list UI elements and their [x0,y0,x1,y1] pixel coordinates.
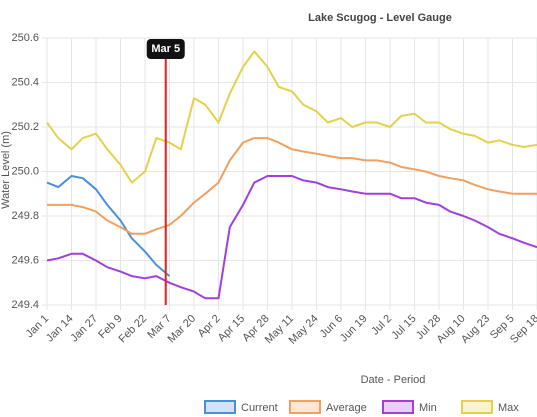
x-tick-label: Apr 15 [216,313,247,344]
y-tick-label: 249.6 [11,254,39,266]
x-tick-label: Jun 19 [338,313,370,345]
x-tick-label: Mar 20 [165,313,198,346]
y-tick-label: 250.0 [11,165,39,177]
legend-label: Current [241,402,278,414]
marker-tooltip [146,39,185,59]
y-tick-label: 249.8 [11,210,39,222]
legend-label: Max [498,402,519,414]
line [46,175,171,277]
y-tick-label: 250.2 [11,121,39,133]
legend-swatch [461,400,493,414]
y-tick-label: 250.4 [11,76,39,88]
y-tick-label: 250.6 [11,32,39,44]
y-tick-label: 249.4 [11,299,39,311]
line [46,175,537,300]
x-tick-label: Jan 27 [68,313,100,345]
line [47,137,537,235]
y-axis-label: Water Level (m) [0,131,12,209]
line [46,50,537,184]
x-tick-label: Feb 22 [116,313,149,346]
legend-swatch [382,400,414,414]
legend-swatch [289,400,321,414]
legend-swatch [204,400,236,414]
marker-label: Mar 5 [151,43,180,55]
legend-label: Min [419,402,437,414]
chart-title: Lake Scugog - Level Gauge [308,12,452,24]
legend-label: Average [326,402,367,414]
x-tick-label: Jul 15 [389,313,418,342]
x-axis-label: Date - Period [361,374,426,386]
